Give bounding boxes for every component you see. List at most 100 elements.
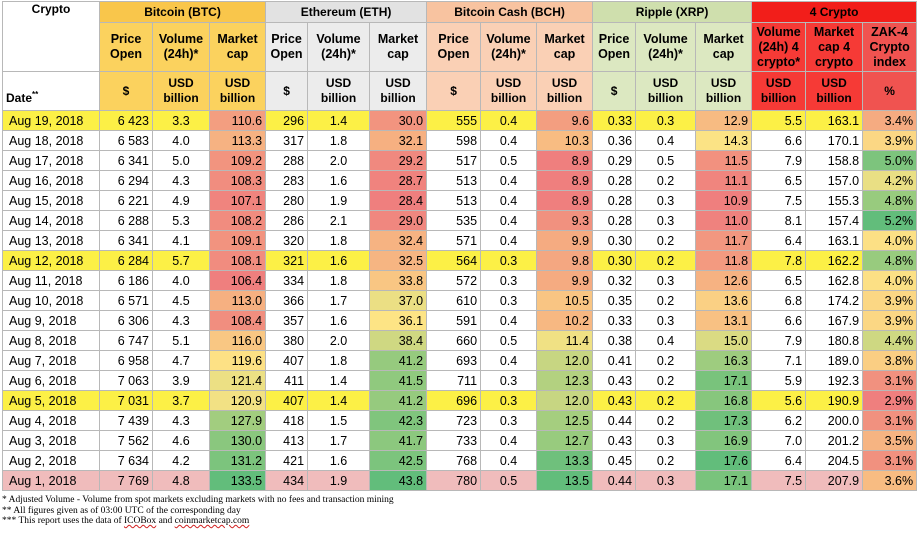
- eth-volume-cell: 1.8: [307, 130, 371, 151]
- group-eth: Ethereum (ETH): [265, 1, 428, 23]
- c4-mcap-header: Market cap 4 crypto: [805, 22, 864, 72]
- bch-volume-cell: 0.4: [480, 210, 538, 231]
- table-row: Aug 2, 2018 7 634 4.2 131.2 421 1.6 42.5 768 0.4…: [2, 450, 918, 471]
- eth-price-cell: 434: [265, 470, 309, 491]
- btc-volume-cell: 4.2: [152, 450, 210, 471]
- eth-mcap-cell: 30.0: [369, 110, 428, 131]
- eth-mcap-cell: 29.0: [369, 210, 428, 231]
- bch-mcap-cell: 9.8: [536, 250, 594, 271]
- btc-price-cell: 6 306: [99, 310, 153, 331]
- c4-zak-index-cell: 4.2%: [862, 170, 918, 191]
- bch-price-cell: 780: [426, 470, 482, 491]
- btc-mcap-cell: 120.9: [208, 390, 267, 411]
- eth-volume-header: Volume (24h)*: [307, 22, 371, 72]
- bch-volume-cell: 0.4: [480, 450, 538, 471]
- xrp-price-cell: 0.35: [592, 290, 637, 311]
- btc-volume-cell: 4.7: [152, 350, 210, 371]
- eth-mcap-cell: 28.4: [369, 190, 428, 211]
- xrp-price-cell: 0.36: [592, 130, 637, 151]
- eth-volume-unit: USD billion: [307, 71, 371, 111]
- bch-price-cell: 733: [426, 430, 482, 451]
- btc-mcap-cell: 133.5: [208, 470, 267, 491]
- c4-zak-index-cell: 3.1%: [862, 410, 918, 431]
- bch-mcap-cell: 9.3: [536, 210, 594, 231]
- xrp-mcap-cell: 11.0: [695, 210, 753, 231]
- footnote-sources: *** This report uses the data of ICOBox …: [2, 516, 394, 527]
- c4-mcap-cell: 189.0: [805, 350, 864, 371]
- bch-mcap-unit: USD billion: [536, 71, 594, 111]
- eth-volume-cell: 1.9: [307, 470, 371, 491]
- eth-price-header: Price Open: [265, 22, 309, 72]
- date-cell: Aug 5, 2018: [2, 390, 100, 411]
- c4-zak-index-cell: 3.1%: [862, 370, 918, 391]
- xrp-mcap-cell: 16.3: [695, 350, 753, 371]
- xrp-mcap-cell: 14.3: [695, 130, 753, 151]
- eth-mcap-cell: 42.3: [369, 410, 428, 431]
- xrp-mcap-cell: 17.1: [695, 370, 753, 391]
- eth-price-cell: 366: [265, 290, 309, 311]
- c4-volume-cell: 6.4: [751, 450, 807, 471]
- c4-volume-cell: 6.6: [751, 130, 807, 151]
- bch-mcap-cell: 8.9: [536, 190, 594, 211]
- bch-volume-cell: 0.4: [480, 310, 538, 331]
- date-cell: Aug 14, 2018: [2, 210, 100, 231]
- footnote-adjusted-volume: * Adjusted Volume - Volume from spot mar…: [2, 495, 394, 506]
- xrp-price-cell: 0.28: [592, 170, 637, 191]
- c4-zak-index-cell: 3.9%: [862, 290, 918, 311]
- c4-zak-index-cell: 4.4%: [862, 330, 918, 351]
- source-coinmarketcap: coinmarketcap.com: [174, 516, 250, 526]
- bch-volume-cell: 0.5: [480, 330, 538, 351]
- bch-price-cell: 572: [426, 270, 482, 291]
- eth-mcap-cell: 28.7: [369, 170, 428, 191]
- table-row: Aug 5, 2018 7 031 3.7 120.9 407 1.4 41.2 696 0.3…: [2, 390, 918, 411]
- date-cell: Aug 18, 2018: [2, 130, 100, 151]
- btc-price-cell: 6 423: [99, 110, 153, 131]
- bch-price-unit: $: [426, 71, 482, 111]
- btc-volume-cell: 4.3: [152, 310, 210, 331]
- btc-price-cell: 6 341: [99, 230, 153, 251]
- eth-volume-cell: 1.6: [307, 310, 371, 331]
- bch-price-cell: 535: [426, 210, 482, 231]
- bch-mcap-cell: 10.5: [536, 290, 594, 311]
- table-row: Aug 7, 2018 6 958 4.7 119.6 407 1.8 41.2 693 0.4…: [2, 350, 918, 371]
- bch-volume-cell: 0.4: [480, 190, 538, 211]
- footnote-3-and: and: [156, 516, 175, 526]
- c4-volume-cell: 5.9: [751, 370, 807, 391]
- xrp-mcap-cell: 16.8: [695, 390, 753, 411]
- xrp-price-cell: 0.43: [592, 430, 637, 451]
- btc-price-header: Price Open: [99, 22, 153, 72]
- xrp-mcap-header: Market cap: [695, 22, 753, 72]
- group-4crypto: 4 Crypto: [751, 1, 918, 23]
- xrp-mcap-cell: 12.6: [695, 270, 753, 291]
- crypto-report: Crypto Bitcoin (BTC) Ethereum (ETH) Bitc…: [2, 1, 918, 491]
- c4-volume-cell: 7.5: [751, 470, 807, 491]
- c4-mcap-cell: 155.3: [805, 190, 864, 211]
- bch-price-cell: 513: [426, 170, 482, 191]
- eth-price-cell: 407: [265, 390, 309, 411]
- group-xrp: Ripple (XRP): [592, 1, 753, 23]
- btc-volume-cell: 5.7: [152, 250, 210, 271]
- table-row: Aug 19, 2018 6 423 3.3 110.6 296 1.4 30.0 555 0.…: [2, 110, 918, 131]
- c4-volume-cell: 6.6: [751, 310, 807, 331]
- c4-mcap-cell: 157.4: [805, 210, 864, 231]
- footnotes: * Adjusted Volume - Volume from spot mar…: [2, 495, 394, 527]
- table-row: Aug 1, 2018 7 769 4.8 133.5 434 1.9 43.8 780 0.5…: [2, 470, 918, 491]
- date-cell: Aug 9, 2018: [2, 310, 100, 331]
- footnote-2-text: ** All figures given as of 03:00 UTC of …: [2, 505, 241, 516]
- bch-price-cell: 693: [426, 350, 482, 371]
- bch-volume-cell: 0.5: [480, 470, 538, 491]
- c4-zak-index-cell: 3.1%: [862, 450, 918, 471]
- table-row: Aug 17, 2018 6 341 5.0 109.2 288 2.0 29.2 517 0.…: [2, 150, 918, 171]
- bch-price-cell: 517: [426, 150, 482, 171]
- eth-price-cell: 411: [265, 370, 309, 391]
- xrp-volume-cell: 0.2: [635, 170, 697, 191]
- crypto-table: Crypto Bitcoin (BTC) Ethereum (ETH) Bitc…: [2, 1, 918, 491]
- c4-volume-cell: 8.1: [751, 210, 807, 231]
- c4-volume-cell: 7.9: [751, 150, 807, 171]
- c4-zak-index-cell: 2.9%: [862, 390, 918, 411]
- c4-volume-cell: 7.8: [751, 250, 807, 271]
- eth-mcap-cell: 41.5: [369, 370, 428, 391]
- xrp-price-cell: 0.28: [592, 210, 637, 231]
- btc-price-cell: 6 583: [99, 130, 153, 151]
- btc-volume-cell: 5.1: [152, 330, 210, 351]
